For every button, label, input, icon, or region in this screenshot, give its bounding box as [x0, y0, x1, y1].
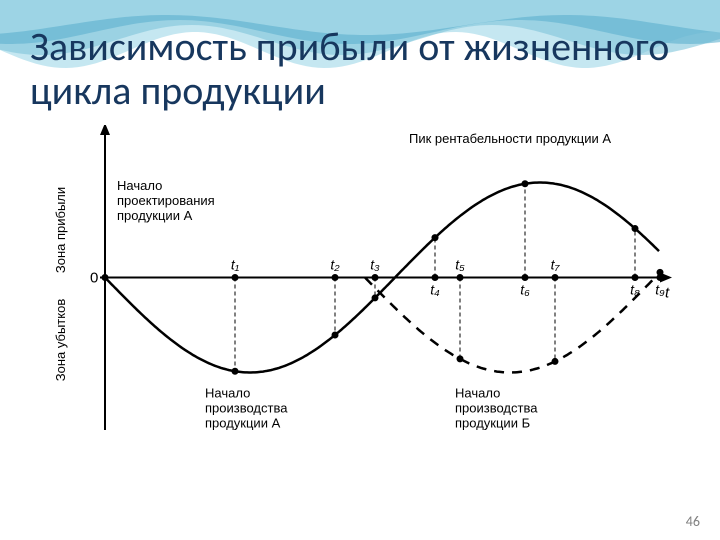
lifecycle-chart: 0 t Зона прибыли Зона убытков t₁ t₂ t₃ t₄ t₅ t₆ t₇… [40, 125, 680, 505]
svg-text:Началопроизводствапродукции Б: Началопроизводствапродукции Б [455, 386, 538, 431]
svg-text:Началопроизводствапродукции А: Началопроизводствапродукции А [205, 386, 288, 431]
svg-text:t₉: t₉ [655, 282, 665, 298]
svg-text:t₅: t₅ [455, 257, 465, 273]
svg-text:t₈: t₈ [630, 282, 640, 298]
slide: Зависимость прибыли от жизненного цикла … [0, 0, 720, 540]
svg-text:t₂: t₂ [330, 257, 340, 273]
svg-text:t₄: t₄ [430, 282, 440, 298]
svg-text:Пик рентабельности продукции А: Пик рентабельности продукции А [409, 131, 611, 146]
svg-text:t₁: t₁ [231, 257, 240, 273]
page-number: 46 [686, 513, 700, 530]
page-title: Зависимость прибыли от жизненного цикла … [30, 25, 680, 113]
svg-text:Зона прибыли: Зона прибыли [53, 187, 68, 273]
svg-text:t₃: t₃ [370, 257, 380, 273]
svg-text:t₇: t₇ [551, 257, 561, 273]
svg-text:Зона убытков: Зона убытков [53, 299, 68, 382]
svg-text:0: 0 [90, 270, 98, 287]
svg-text:t₆: t₆ [520, 282, 530, 298]
svg-text:t: t [665, 285, 670, 302]
svg-text:Началопроектированияпродукции: Началопроектированияпродукции А [117, 178, 215, 223]
